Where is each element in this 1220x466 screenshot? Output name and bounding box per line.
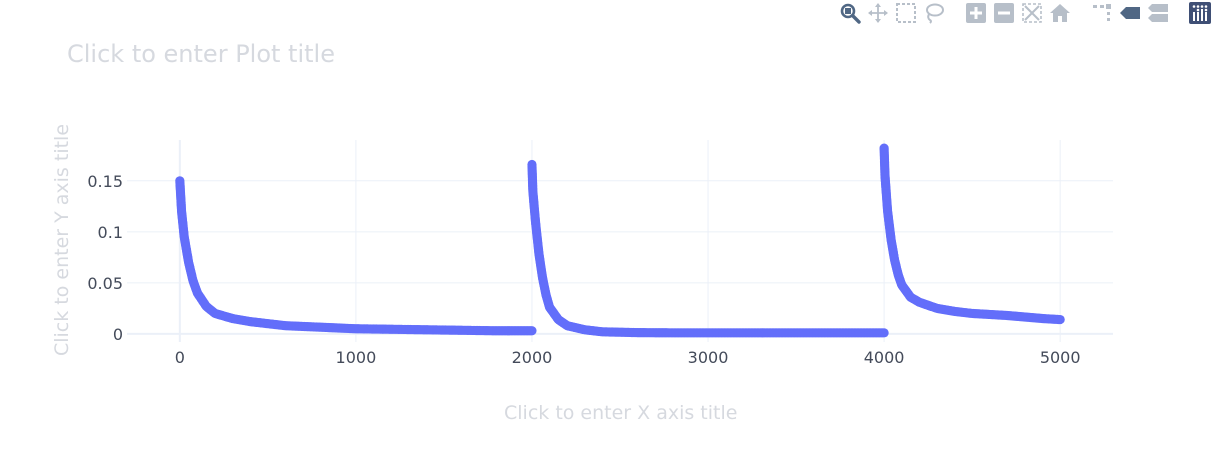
data-points bbox=[175, 143, 1065, 338]
spike-lines-button[interactable] bbox=[1088, 0, 1116, 26]
hover-compare-button[interactable] bbox=[1144, 0, 1172, 26]
hover-closest-button[interactable] bbox=[1116, 0, 1144, 26]
zoom-button[interactable] bbox=[836, 0, 864, 26]
lasso-select-icon bbox=[926, 3, 944, 24]
modebar-group-logo bbox=[1186, 0, 1214, 26]
y-tick-label: 0.15 bbox=[87, 172, 123, 191]
modebar-group-select bbox=[836, 0, 948, 26]
plot-title-placeholder[interactable]: Click to enter Plot title bbox=[67, 40, 335, 68]
spike-lines-icon bbox=[1093, 4, 1111, 21]
pan-icon bbox=[868, 3, 888, 23]
reset-axes-button[interactable] bbox=[1046, 0, 1074, 26]
y-tick-label: 0 bbox=[113, 325, 123, 344]
zoom-icon bbox=[840, 3, 861, 24]
box-select-button[interactable] bbox=[892, 0, 920, 26]
modebar-group-zoom bbox=[962, 0, 1074, 26]
pan-button[interactable] bbox=[864, 0, 892, 26]
hover-closest-icon bbox=[1120, 7, 1140, 19]
modebar bbox=[822, 0, 1214, 26]
zoom-in-icon bbox=[966, 3, 986, 23]
y-tick-label: 0.05 bbox=[87, 274, 123, 293]
zoom-out-icon bbox=[994, 3, 1014, 23]
data-point[interactable] bbox=[879, 328, 889, 338]
data-point[interactable] bbox=[1055, 314, 1065, 325]
plotly-logo-button[interactable] bbox=[1186, 0, 1214, 26]
box-select-icon bbox=[896, 3, 916, 23]
x-tick-label: 1000 bbox=[336, 348, 377, 367]
x-tick-label: 0 bbox=[175, 348, 185, 367]
hover-compare-icon bbox=[1148, 4, 1168, 22]
x-tick-label: 4000 bbox=[864, 348, 905, 367]
x-tick-label: 5000 bbox=[1040, 348, 1081, 367]
x-tick-label: 2000 bbox=[512, 348, 553, 367]
zoom-out-button[interactable] bbox=[990, 0, 1018, 26]
lasso-select-button[interactable] bbox=[920, 0, 948, 26]
zoom-in-button[interactable] bbox=[962, 0, 990, 26]
x-axis-title-placeholder[interactable]: Click to enter X axis title bbox=[504, 402, 738, 424]
autoscale-button[interactable] bbox=[1018, 0, 1046, 26]
tick-labels: 0 1000 2000 3000 4000 5000 0 0.05 0.1 0.15 bbox=[87, 172, 1080, 367]
y-tick-label: 0.1 bbox=[98, 223, 123, 242]
modebar-group-hover bbox=[1088, 0, 1172, 26]
autoscale-icon bbox=[1022, 3, 1042, 23]
x-tick-label: 3000 bbox=[688, 348, 729, 367]
data-point[interactable] bbox=[527, 326, 537, 336]
home-icon bbox=[1050, 4, 1070, 22]
plotly-logo-icon bbox=[1189, 2, 1211, 24]
